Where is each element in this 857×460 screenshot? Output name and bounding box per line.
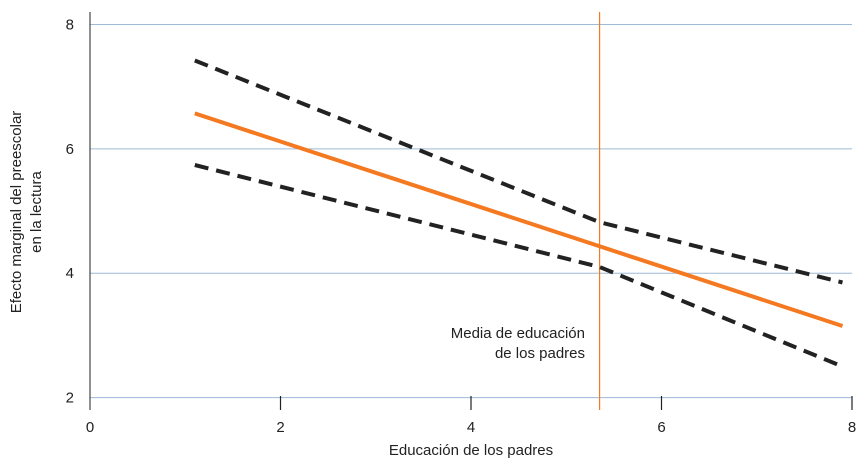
lower-confidence-line xyxy=(194,163,844,369)
upper-confidence-line xyxy=(194,58,843,285)
x-tick-label-0: 0 xyxy=(86,419,94,436)
x-tick-label-8: 8 xyxy=(848,419,856,436)
series-layer xyxy=(194,12,844,410)
y-tick-label-2: 2 xyxy=(66,390,74,407)
y-tick-label-8: 8 xyxy=(66,16,74,33)
x-tick-label-6: 6 xyxy=(657,419,665,436)
y-axis-label-line-2: en la lectura xyxy=(28,170,45,252)
y-tick-label-6: 6 xyxy=(66,141,74,158)
estimate-line xyxy=(194,111,844,328)
x-axis-label: Educación de los padres xyxy=(389,442,553,459)
annotation-line-1: Media de educación xyxy=(451,325,585,342)
y-axis-label-line-1: Efecto marginal del preescolar xyxy=(8,111,25,314)
annotation-line-2: de los padres xyxy=(495,345,585,362)
annotation-layer: Media de educación de los padres xyxy=(451,325,585,362)
x-tick-label-2: 2 xyxy=(276,419,284,436)
y-tick-label-4: 4 xyxy=(66,265,74,282)
x-tick-label-4: 4 xyxy=(467,419,475,436)
axis-labels: Educación de los padres Efecto marginal … xyxy=(8,111,553,459)
